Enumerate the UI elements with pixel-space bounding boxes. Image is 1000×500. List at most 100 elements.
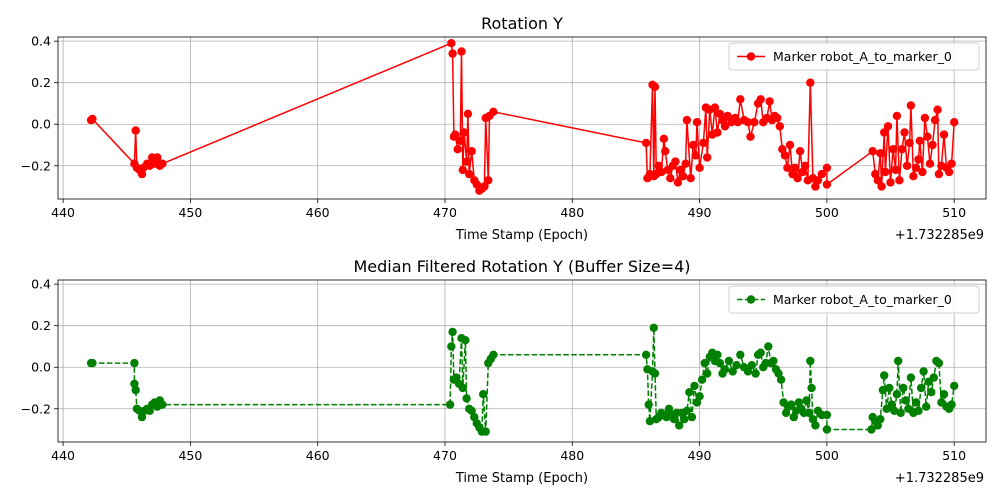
x-tick-label: 440 [51,448,75,463]
data-point [736,95,745,104]
legend-label: Marker robot_A_to_marker_0 [773,292,952,307]
data-point [650,82,660,92]
data-point [695,392,704,401]
data-point [158,400,167,409]
data-point [669,415,679,424]
data-point [88,358,97,368]
data-point [944,167,954,177]
legend: Marker robot_A_to_marker_0 [728,42,980,71]
data-point [806,356,815,366]
data-point [914,155,923,164]
data-point [724,356,734,366]
data-point [776,375,786,384]
legend-box [728,285,980,314]
data-point [802,396,811,405]
data-point [891,165,900,175]
data-point [130,379,139,388]
data-point [153,153,162,162]
data-point [661,147,670,156]
x-tick-label: 470 [433,448,457,463]
data-point [920,113,930,123]
data-point [775,122,784,131]
data-point [756,348,765,357]
data-point [448,327,457,337]
data-point [929,373,938,382]
data-point [822,410,832,420]
x-tick-label: 500 [815,448,839,463]
data-point [480,182,489,191]
y-tick-label: 0.4 [31,34,51,49]
data-point [467,147,476,156]
data-point [462,394,471,403]
data-point [896,408,905,418]
data-point [795,147,805,156]
data-point [743,367,753,376]
data-point [773,113,782,123]
data-point [137,169,147,179]
data-point [747,361,756,370]
data-point [801,161,810,170]
data-point [794,398,804,407]
data-point [930,115,940,125]
x-offset-label: +1.732285e9 [895,228,984,243]
data-point [880,371,889,380]
data-point [666,174,675,183]
data-point [479,390,488,399]
data-point [131,126,140,135]
data-point [878,385,888,395]
data-point [644,400,653,409]
data-point [822,425,832,434]
data-point [691,151,700,160]
data-point [817,169,826,179]
data-point [699,138,708,148]
data-point [645,417,655,426]
data-point [682,406,692,415]
data-point [822,163,832,172]
x-offset-label: +1.732285e9 [895,471,984,486]
x-tick-label: 460 [306,205,330,220]
data-point [947,159,956,168]
data-point [780,151,790,160]
data-point [465,169,474,179]
data-point [895,176,904,185]
chart-title: Rotation Y [481,14,563,33]
legend-label: Marker robot_A_to_marker_0 [773,49,952,64]
data-point [764,342,773,351]
data-point [793,174,802,183]
data-point [933,105,942,114]
data-point [918,167,927,177]
data-point [947,400,956,409]
legend: Marker robot_A_to_marker_0 [728,285,980,314]
data-point [892,111,902,121]
y-tick-label: −0.2 [21,158,51,173]
data-point [811,421,820,430]
data-point [888,145,898,154]
legend-marker [746,52,756,61]
data-point [925,159,935,168]
data-point [923,132,932,141]
data-point [873,176,882,185]
data-point [489,350,498,359]
data-point [892,390,902,399]
data-point [703,153,712,162]
x-tick-label: 500 [815,205,839,220]
data-point [950,381,959,391]
data-point [909,172,918,181]
data-point [676,165,685,175]
data-point [750,118,759,127]
data-point [877,182,886,191]
data-point [902,161,912,170]
data-point [448,49,457,58]
y-tick-label: −0.2 [21,401,51,416]
data-point [462,157,471,166]
data-point [789,412,798,422]
data-point [880,128,889,137]
data-point [673,178,683,187]
data-point [765,97,774,106]
plot-frame [57,36,987,200]
data-point [751,369,760,378]
legend-box [728,42,980,71]
y-tick-label: 0.0 [31,360,51,375]
data-point [723,111,732,121]
data-point [451,130,460,139]
